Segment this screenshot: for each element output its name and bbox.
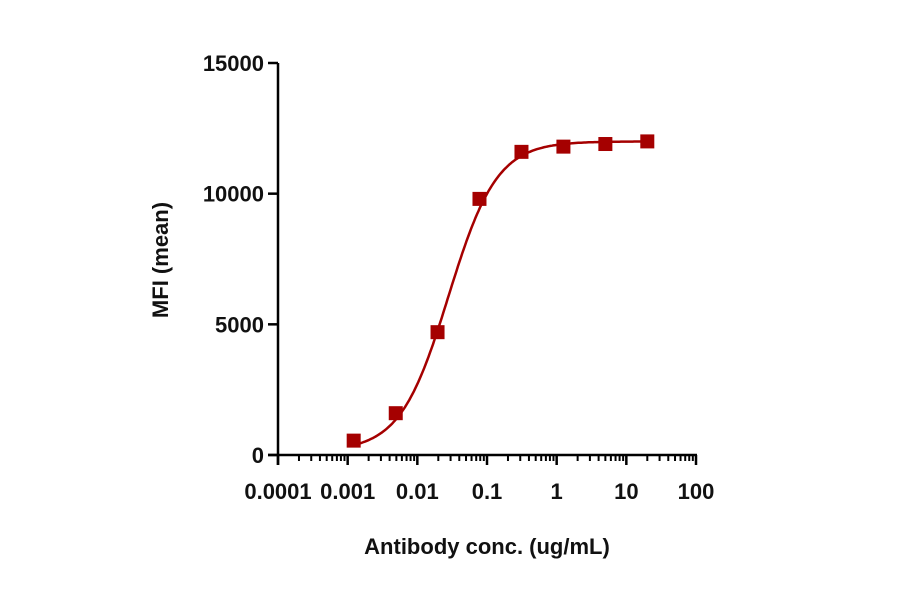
y-axis: 0 5000 10000 15000 [203, 51, 280, 468]
data-point-marker [640, 134, 655, 149]
x-tick-label: 1 [551, 479, 563, 504]
x-axis-title: Antibody conc. (ug/mL) [364, 534, 610, 559]
data-point-marker [346, 433, 361, 448]
y-tick-label: 15000 [203, 51, 264, 76]
data-point-marker [472, 191, 487, 206]
y-tick-label: 5000 [215, 312, 264, 337]
data-point-marker [556, 139, 571, 154]
x-tick-label: 0.1 [472, 479, 503, 504]
data-point-marker [430, 325, 445, 340]
data-point-marker [514, 144, 529, 159]
x-tick-label: 0.001 [320, 479, 375, 504]
y-axis-title: MFI (mean) [148, 202, 173, 318]
y-tick-label: 10000 [203, 182, 264, 207]
data-point-marker [598, 137, 613, 152]
x-tick-label: 0.0001 [244, 479, 311, 504]
data-point-marker [388, 406, 403, 421]
y-tick-label: 0 [252, 443, 264, 468]
x-tick-label: 10 [614, 479, 638, 504]
data-markers [346, 134, 655, 448]
x-axis: 0.0001 0.001 0.01 0.1 1 10 100 [244, 453, 715, 504]
x-tick-label: 100 [678, 479, 715, 504]
fit-curve [353, 140, 648, 447]
x-tick-label: 0.01 [396, 479, 439, 504]
